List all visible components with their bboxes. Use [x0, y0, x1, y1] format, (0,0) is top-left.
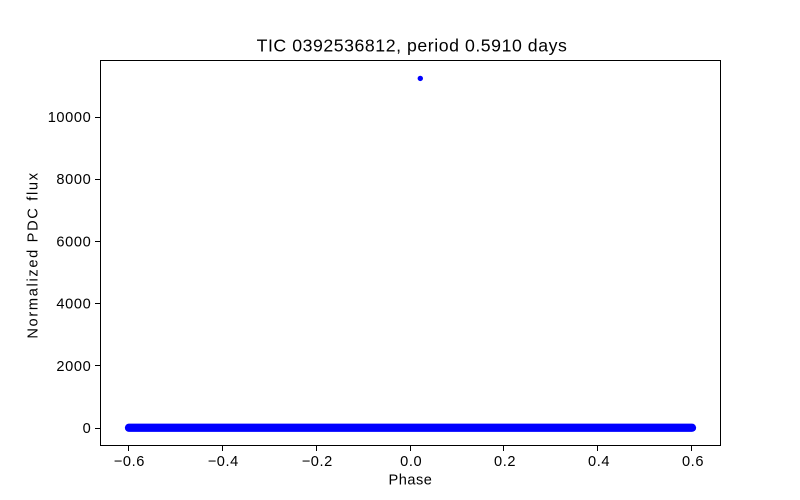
svg-text:−0.6: −0.6 — [114, 454, 145, 470]
svg-text:−0.4: −0.4 — [208, 454, 239, 470]
svg-text:0.2: 0.2 — [494, 454, 516, 470]
svg-text:0.0: 0.0 — [400, 454, 422, 470]
svg-text:TIC 0392536812, period 0.5910: TIC 0392536812, period 0.5910 days — [257, 36, 568, 56]
svg-text:0.6: 0.6 — [682, 454, 704, 470]
svg-text:0.4: 0.4 — [588, 454, 610, 470]
svg-text:6000: 6000 — [56, 234, 91, 250]
svg-text:Phase: Phase — [389, 473, 433, 489]
svg-text:4000: 4000 — [56, 297, 91, 313]
svg-text:0: 0 — [83, 421, 92, 437]
svg-text:Normalized PDC flux: Normalized PDC flux — [26, 171, 42, 338]
svg-text:8000: 8000 — [56, 172, 91, 188]
svg-text:−0.2: −0.2 — [302, 454, 333, 470]
svg-text:2000: 2000 — [56, 359, 91, 375]
svg-text:10000: 10000 — [48, 110, 92, 126]
